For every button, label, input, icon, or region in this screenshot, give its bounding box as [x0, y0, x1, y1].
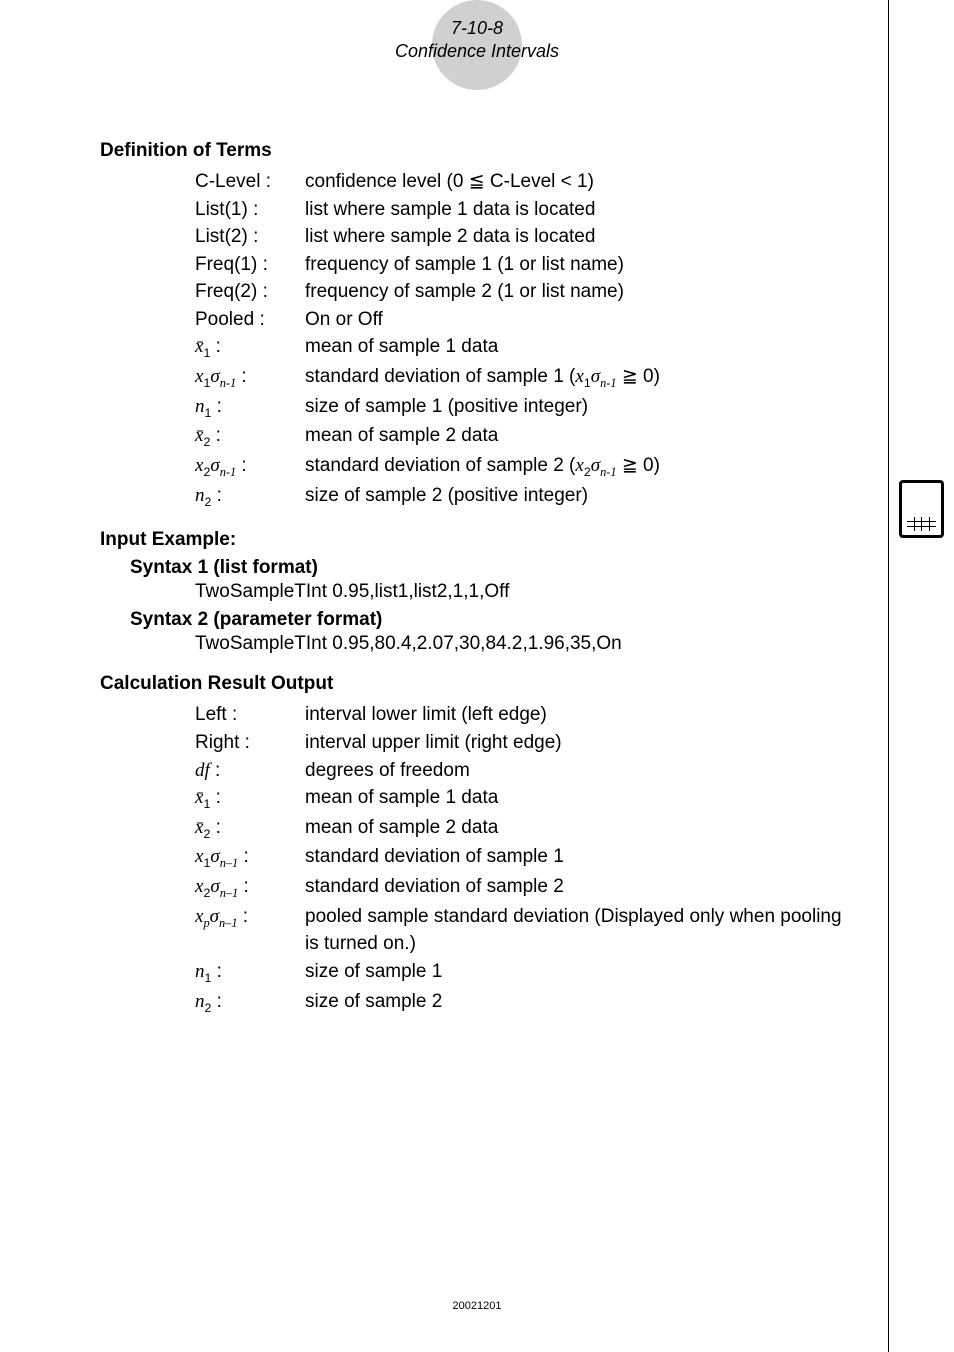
- out-term: Left :: [195, 701, 305, 729]
- out-row: x1σn–1 : standard deviation of sample 1: [195, 843, 854, 873]
- def-row: Freq(1) :frequency of sample 1 (1 or lis…: [195, 251, 854, 279]
- def-desc: confidence level (0 ≦ C-Level < 1): [305, 168, 854, 196]
- page-container: 7-10-8 Confidence Intervals Definition o…: [0, 0, 954, 1055]
- out-desc: size of sample 2: [305, 988, 854, 1016]
- def-term: n1 :: [195, 393, 305, 423]
- out-row: x2σn–1 : standard deviation of sample 2: [195, 873, 854, 903]
- def-row: n2 : size of sample 2 (positive integer): [195, 482, 854, 512]
- page-subtitle: Confidence Intervals: [395, 41, 559, 62]
- input-example-heading: Input Example:: [100, 529, 854, 551]
- syntax2-heading: Syntax 2 (parameter format): [130, 609, 854, 631]
- def-term: List(1) :: [195, 196, 305, 224]
- def-desc: list where sample 2 data is located: [305, 223, 854, 251]
- def-desc: mean of sample 1 data: [305, 333, 854, 361]
- out-term: n1 :: [195, 958, 305, 988]
- def-term: Freq(1) :: [195, 251, 305, 279]
- syntax2-example: TwoSampleTInt 0.95,80.4,2.07,30,84.2,1.9…: [195, 633, 854, 655]
- out-term: x1σn–1 :: [195, 843, 305, 873]
- syntax1-example: TwoSampleTInt 0.95,list1,list2,1,1,Off: [195, 581, 854, 603]
- definition-table: C-Level :confidence level (0 ≦ C-Level <…: [195, 168, 854, 511]
- def-row: x̄2 : mean of sample 2 data: [195, 422, 854, 452]
- def-term: C-Level :: [195, 168, 305, 196]
- def-row: x1σn-1 : standard deviation of sample 1 …: [195, 363, 854, 393]
- def-row: C-Level :confidence level (0 ≦ C-Level <…: [195, 168, 854, 196]
- out-row: df : degrees of freedom: [195, 757, 854, 785]
- def-desc: frequency of sample 1 (1 or list name): [305, 251, 854, 279]
- def-row: List(1) :list where sample 1 data is loc…: [195, 196, 854, 224]
- out-term: x̄1 :: [195, 784, 305, 814]
- output-heading: Calculation Result Output: [100, 673, 854, 695]
- out-desc: degrees of freedom: [305, 757, 854, 785]
- def-term: List(2) :: [195, 223, 305, 251]
- def-row: Freq(2) :frequency of sample 2 (1 or lis…: [195, 278, 854, 306]
- out-desc: size of sample 1: [305, 958, 854, 986]
- out-term: df :: [195, 757, 305, 785]
- out-desc: mean of sample 1 data: [305, 784, 854, 812]
- def-desc: mean of sample 2 data: [305, 422, 854, 450]
- def-desc: standard deviation of sample 2 (x2σn-1 ≧…: [305, 452, 854, 482]
- definition-heading: Definition of Terms: [100, 140, 854, 162]
- out-desc: interval upper limit (right edge): [305, 729, 854, 757]
- out-term: x̄2 :: [195, 814, 305, 844]
- def-row: n1 : size of sample 1 (positive integer): [195, 393, 854, 423]
- def-desc: frequency of sample 2 (1 or list name): [305, 278, 854, 306]
- def-term: n2 :: [195, 482, 305, 512]
- def-term: x2σn-1 :: [195, 452, 305, 482]
- page-number: 7-10-8: [395, 18, 559, 39]
- page-header-badge: 7-10-8 Confidence Intervals: [395, 10, 559, 62]
- out-row: Left :interval lower limit (left edge): [195, 701, 854, 729]
- out-desc: pooled sample standard deviation (Displa…: [305, 903, 854, 958]
- def-term: Freq(2) :: [195, 278, 305, 306]
- def-row: List(2) :list where sample 2 data is loc…: [195, 223, 854, 251]
- def-desc: list where sample 1 data is located: [305, 196, 854, 224]
- content-area: Definition of Terms C-Level :confidence …: [100, 140, 854, 1017]
- def-row: x2σn-1 : standard deviation of sample 2 …: [195, 452, 854, 482]
- def-row: Pooled :On or Off: [195, 306, 854, 334]
- def-term: x̄2 :: [195, 422, 305, 452]
- output-table: Left :interval lower limit (left edge) R…: [195, 701, 854, 1017]
- out-term: n2 :: [195, 988, 305, 1018]
- def-term: x̄1 :: [195, 333, 305, 363]
- out-row: x̄2 : mean of sample 2 data: [195, 814, 854, 844]
- def-desc: size of sample 2 (positive integer): [305, 482, 854, 510]
- out-row: n2 : size of sample 2: [195, 988, 854, 1018]
- out-row: xpσn–1 : pooled sample standard deviatio…: [195, 903, 854, 958]
- out-desc: standard deviation of sample 1: [305, 843, 854, 871]
- def-desc: size of sample 1 (positive integer): [305, 393, 854, 421]
- out-row: Right :interval upper limit (right edge): [195, 729, 854, 757]
- footer-code: 20021201: [453, 1300, 502, 1312]
- out-row: n1 : size of sample 1: [195, 958, 854, 988]
- syntax1-heading: Syntax 1 (list format): [130, 557, 854, 579]
- out-row: x̄1 : mean of sample 1 data: [195, 784, 854, 814]
- def-row: x̄1 : mean of sample 1 data: [195, 333, 854, 363]
- def-term: Pooled :: [195, 306, 305, 334]
- out-desc: mean of sample 2 data: [305, 814, 854, 842]
- out-desc: interval lower limit (left edge): [305, 701, 854, 729]
- def-desc: standard deviation of sample 1 (x1σn-1 ≧…: [305, 363, 854, 393]
- out-term: xpσn–1 :: [195, 903, 305, 933]
- def-term: x1σn-1 :: [195, 363, 305, 393]
- def-desc: On or Off: [305, 306, 854, 334]
- out-term: Right :: [195, 729, 305, 757]
- out-desc: standard deviation of sample 2: [305, 873, 854, 901]
- out-term: x2σn–1 :: [195, 873, 305, 903]
